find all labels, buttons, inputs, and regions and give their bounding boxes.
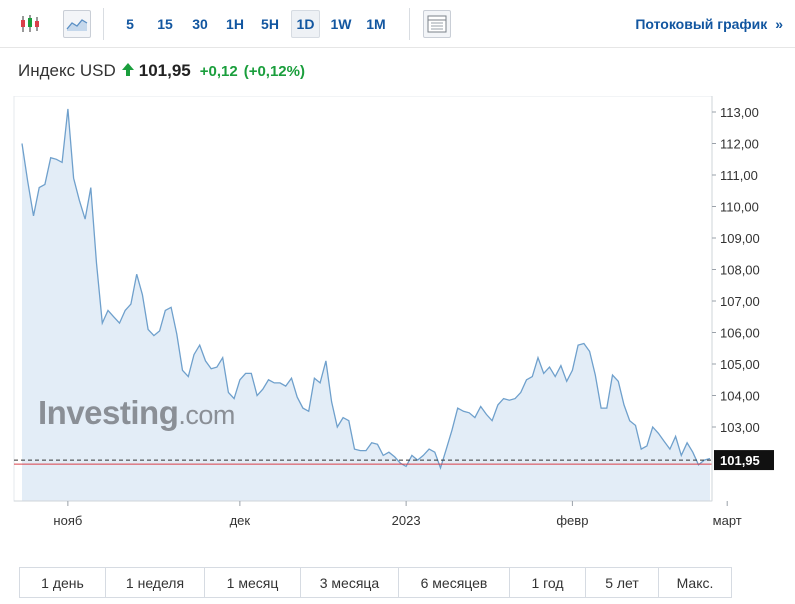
stream-chart-link[interactable]: Потоковый график » [635,16,783,32]
y-tick-label: 112,00 [720,137,759,152]
y-tick-label: 103,00 [720,420,760,435]
x-tick-label: март [713,513,742,528]
quote-header: Индекс USD 101,95 +0,12 (+0,12%) [18,60,311,82]
range-1-year[interactable]: 1 год [510,568,586,597]
range-1-day[interactable]: 1 день [20,568,106,597]
range-3-months[interactable]: 3 месяца [301,568,399,597]
arrow-up-icon [121,61,134,81]
chart-toolbar: 5 15 30 1H 5H 1D 1W 1M Потоковый график … [0,0,795,48]
instrument-name: Индекс USD [18,61,116,80]
investing-logo: Investing.com [38,394,235,432]
interval-5h[interactable]: 5H [261,16,279,32]
interval-1d[interactable]: 1D [291,10,320,38]
price-area-fill [22,108,710,502]
y-tick-label: 105,00 [720,357,760,372]
range-selector: 1 день 1 неделя 1 месяц 3 месяца 6 месяц… [19,567,732,598]
last-value-label: 101,95 [720,453,760,468]
stream-chart-label: Потоковый график [635,16,768,32]
range-1-month[interactable]: 1 месяц [205,568,301,597]
price-chart[interactable]: 103,00 104,00 105,00 106,00 107,00 108,00 109,… [0,95,795,530]
interval-1w[interactable]: 1W [330,16,352,32]
toolbar-divider [103,8,104,40]
price-change-percent: (+0,12%) [243,62,305,80]
table-icon[interactable] [423,10,451,38]
y-tick-label: 104,00 [720,389,760,404]
interval-15[interactable]: 15 [157,16,173,32]
last-price: 101,95 [138,61,191,80]
last-value-flag [714,450,774,471]
double-chevron-right-icon: » [775,16,783,32]
y-tick-label: 113,00 [720,105,759,120]
price-change: +0,12 [199,62,238,80]
range-5-years[interactable]: 5 лет [586,568,659,597]
logo-suffix: .com [178,400,235,430]
y-tick-label: 109,00 [720,231,760,246]
interval-30[interactable]: 30 [192,16,208,32]
x-tick-label: 2023 [392,513,421,528]
interval-1m[interactable]: 1M [366,16,386,32]
y-tick-label: 106,00 [720,326,760,341]
interval-5[interactable]: 5 [126,16,134,32]
price-line [21,108,711,470]
y-tick-label: 111,00 [720,168,758,183]
candlestick-icon[interactable] [16,10,44,38]
range-1-week[interactable]: 1 неделя [106,568,205,597]
range-6-months[interactable]: 6 месяцев [399,568,510,597]
x-tick-label: нояб [53,513,82,528]
toolbar-divider [409,8,410,40]
x-tick-label: февр [556,513,588,528]
price-chart-svg: 103,00 104,00 105,00 106,00 107,00 108,00 109,… [13,95,774,528]
y-tick-label: 108,00 [720,263,760,278]
logo-brand: Investing [38,394,179,431]
area-chart-icon[interactable] [63,10,91,38]
x-tick-label: дек [230,513,251,528]
y-tick-label: 110,00 [720,200,759,215]
y-tick-label: 107,00 [720,294,760,309]
range-max[interactable]: Макс. [676,574,714,591]
interval-1h[interactable]: 1H [226,16,244,32]
